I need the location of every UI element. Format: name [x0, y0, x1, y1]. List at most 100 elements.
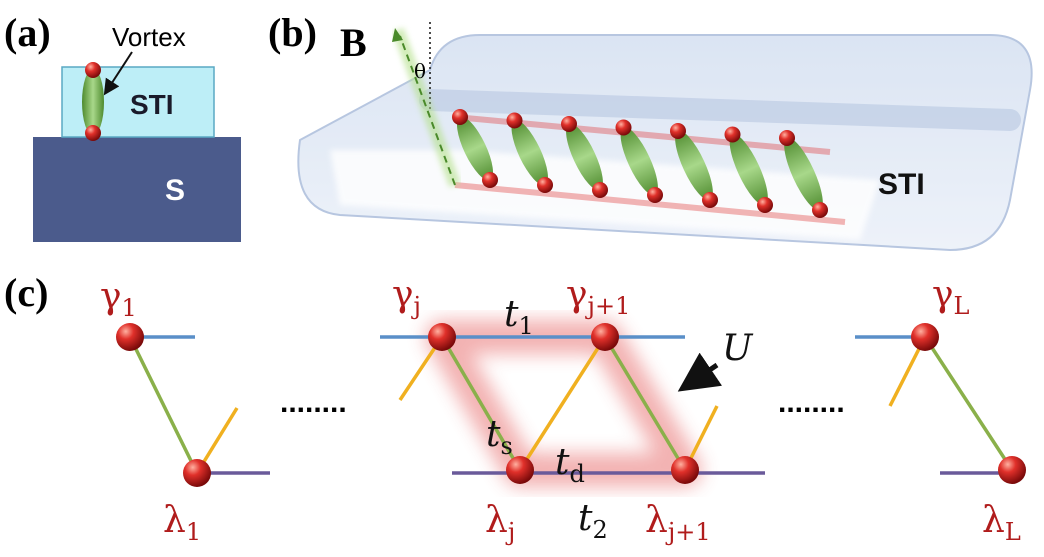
majorana — [647, 187, 663, 203]
coupling-label-base: t — [555, 442, 570, 483]
tube — [419, 89, 1021, 131]
site-label-sub: L — [954, 292, 970, 320]
arrow — [677, 352, 723, 392]
bond — [128, 336, 199, 474]
site-label-sub: 1 — [186, 518, 201, 546]
coupling-label: ts — [486, 414, 513, 460]
site-label-base: γ — [566, 274, 588, 315]
site-label: γL — [932, 274, 970, 320]
coupling-label-base: t — [486, 414, 501, 455]
coupling-label-base: U — [722, 328, 754, 369]
field-arrow — [399, 35, 456, 186]
majorana — [482, 172, 498, 188]
bond — [440, 336, 522, 471]
vortex — [729, 134, 768, 206]
site-label-sub: j — [505, 518, 515, 546]
vortex-label: Vortex — [112, 22, 186, 52]
vortex — [457, 116, 493, 181]
panel-label: (c) — [4, 270, 48, 315]
vortex — [784, 137, 823, 211]
bond — [923, 336, 1014, 471]
site-label: λL — [982, 500, 1021, 546]
site-label-sub: j+1 — [665, 518, 711, 546]
majorana — [452, 109, 468, 125]
vortex — [620, 127, 658, 196]
substrate-label: S — [165, 174, 185, 207]
site-label-base: γ — [932, 274, 954, 315]
bonds — [128, 335, 1014, 475]
site-label-base: λ — [645, 500, 668, 541]
coupling-label: td — [555, 442, 585, 488]
site — [116, 323, 144, 351]
coupling-label: t1 — [504, 294, 534, 340]
panel-label: (b) — [268, 10, 317, 55]
majorana — [506, 112, 523, 129]
site — [998, 456, 1026, 484]
site-label: λj — [485, 500, 515, 546]
site-label-sub: 1 — [122, 294, 137, 322]
vortex — [82, 69, 104, 135]
majorana — [724, 126, 741, 143]
site — [183, 459, 211, 487]
bond — [603, 336, 687, 471]
site-label-base: γ — [100, 276, 122, 317]
site-label: γj — [392, 274, 421, 320]
field-label: B — [340, 20, 367, 65]
panel-a: (a) Vortex STI S — [4, 10, 241, 242]
ellipsis: ........ — [778, 386, 845, 419]
site-label-base: λ — [485, 500, 508, 541]
substrate — [33, 137, 241, 242]
coupling-label-sub: d — [569, 460, 584, 488]
majorana — [702, 192, 718, 208]
majorana — [812, 202, 828, 218]
panel-label: (a) — [4, 10, 51, 55]
majorana — [757, 197, 773, 213]
vortex — [566, 123, 603, 191]
bond — [518, 336, 607, 471]
rail — [454, 182, 846, 225]
site-label-base: γ — [392, 274, 414, 315]
coupling-label: t2 — [578, 498, 608, 544]
majorana — [779, 130, 795, 146]
coupling-label: U — [722, 328, 754, 369]
coupling-label-base: t — [504, 294, 519, 335]
sti-label: STI — [878, 168, 925, 201]
site — [506, 456, 534, 484]
coupling-label-base: t — [578, 498, 593, 539]
majorana — [670, 123, 686, 139]
site — [591, 323, 619, 351]
site-label: λj+1 — [645, 500, 711, 546]
site — [428, 323, 456, 351]
majorana — [615, 119, 632, 136]
site-label-sub: L — [1005, 518, 1021, 546]
sti-label: STI — [130, 89, 174, 120]
panel-b: (b) B θ STI — [268, 10, 1033, 252]
site-label: λ1 — [163, 500, 201, 546]
sites — [116, 323, 1026, 487]
coupling-label-sub: s — [500, 432, 512, 460]
ellipsis: ........ — [280, 386, 347, 419]
site-label-base: λ — [163, 500, 186, 541]
site — [911, 323, 939, 351]
arrow — [103, 51, 133, 96]
majorana — [537, 177, 553, 193]
majorana — [85, 125, 101, 141]
coupling-label-sub: 2 — [592, 516, 607, 544]
field-arrowhead — [392, 28, 403, 42]
site-label-sub: j — [411, 292, 421, 320]
site-label: γj+1 — [566, 274, 630, 320]
vortex — [675, 130, 713, 201]
site — [671, 456, 699, 484]
majorana — [561, 116, 577, 132]
majorana — [85, 62, 101, 78]
vortex-array — [452, 109, 828, 218]
site-label: γ1 — [100, 276, 137, 322]
vortex — [511, 120, 548, 186]
coupling-label-sub: 1 — [518, 312, 533, 340]
majorana — [592, 182, 608, 198]
site-label-sub: j+1 — [585, 292, 631, 320]
angle-label: θ — [414, 59, 426, 83]
